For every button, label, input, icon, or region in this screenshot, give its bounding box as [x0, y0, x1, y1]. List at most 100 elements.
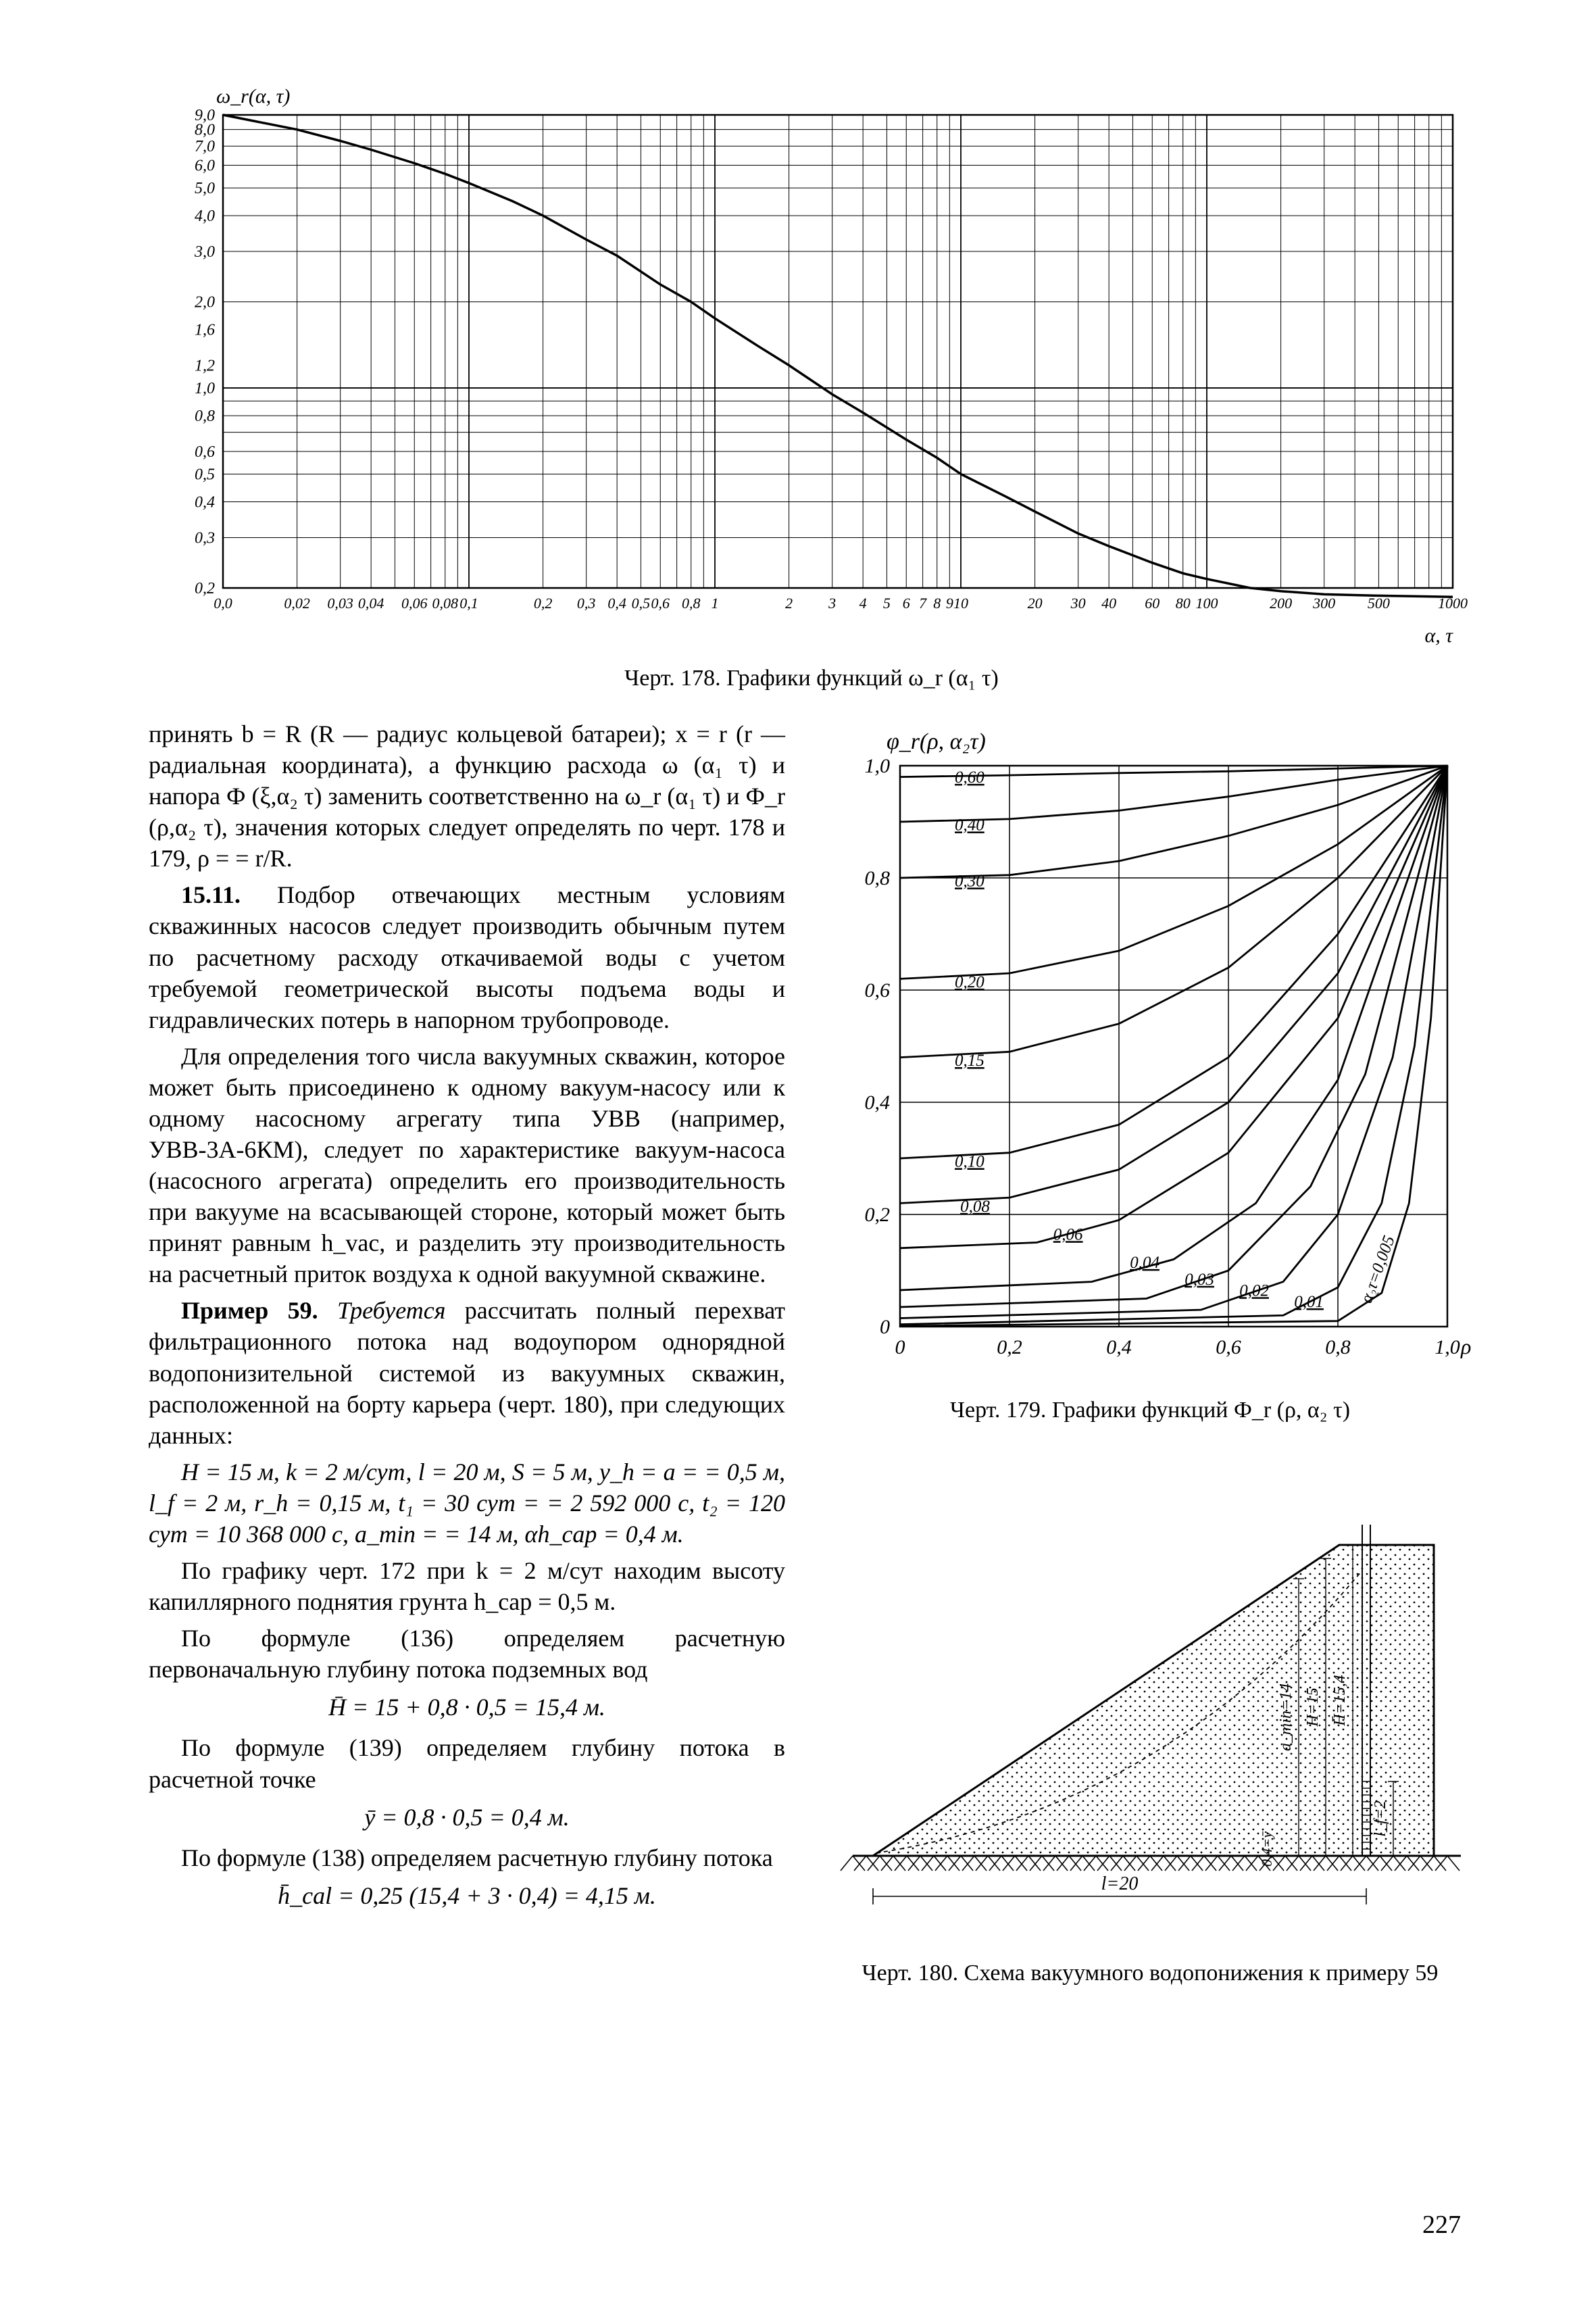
formula-2: ȳ = 0,8 · 0,5 = 0,4 м.: [149, 1802, 785, 1833]
svg-text:0,06: 0,06: [401, 595, 428, 612]
svg-text:0,15: 0,15: [955, 1052, 984, 1070]
svg-text:0,3: 0,3: [195, 529, 215, 547]
svg-text:0,08: 0,08: [960, 1198, 990, 1216]
svg-text:0,2: 0,2: [997, 1336, 1022, 1358]
svg-text:0,4: 0,4: [865, 1091, 891, 1114]
svg-text:0,02: 0,02: [284, 595, 310, 612]
svg-text:H̄=15,4: H̄=15,4: [1331, 1675, 1349, 1727]
formula-3: h̄_cal = 0,25 (15,4 + 3 · 0,4) = 4,15 м.: [149, 1880, 785, 1911]
svg-text:500: 500: [1368, 595, 1390, 612]
para-3: Для определения того числа вакуумных скв…: [149, 1041, 785, 1290]
svg-text:1,0: 1,0: [1435, 1336, 1460, 1358]
svg-text:0,4: 0,4: [195, 494, 215, 512]
formula-1: H̄ = 15 + 0,8 · 0,5 = 15,4 м.: [149, 1692, 785, 1723]
svg-text:0,02: 0,02: [1239, 1281, 1269, 1300]
svg-text:20: 20: [1028, 595, 1043, 612]
text-column: принять b = R (R — радиус кольцевой бата…: [149, 718, 785, 2013]
page: ω_r(α, τ)α, τ0,20,30,40,50,60,81,01,21,6…: [0, 0, 1596, 2314]
svg-text:0: 0: [880, 1316, 890, 1338]
para-2: 15.11. Подбор отвечающих местным условия…: [149, 879, 785, 1035]
svg-text:ω_r(α, τ): ω_r(α, τ): [216, 85, 290, 107]
svg-text:0,5: 0,5: [632, 595, 651, 612]
chart1-svg: ω_r(α, τ)α, τ0,20,30,40,50,60,81,01,21,6…: [149, 81, 1473, 649]
chart1-caption: Черт. 178. Графики функций ω_r (α₁ τ): [149, 666, 1474, 691]
svg-text:a_min=14: a_min=14: [1277, 1683, 1295, 1751]
svg-text:φ_r(ρ, α₂τ): φ_r(ρ, α₂τ): [887, 729, 986, 754]
para-6: По графику черт. 172 при k = 2 м/сут нах…: [149, 1555, 785, 1617]
svg-text:0,06: 0,06: [1053, 1225, 1083, 1244]
svg-text:7,0: 7,0: [195, 138, 215, 155]
svg-text:0,03: 0,03: [1184, 1271, 1214, 1289]
svg-text:0,20: 0,20: [955, 973, 984, 991]
svg-text:0,6: 0,6: [651, 595, 670, 612]
svg-text:0: 0: [895, 1336, 905, 1358]
svg-text:1,6: 1,6: [195, 322, 215, 339]
para-8: По формуле (139) определяем глубину пото…: [149, 1732, 785, 1794]
svg-text:0,1: 0,1: [459, 595, 478, 612]
svg-text:0,8: 0,8: [1325, 1336, 1351, 1358]
page-number: 227: [1422, 2210, 1461, 2240]
svg-text:5,0: 5,0: [195, 180, 215, 197]
svg-text:0,0: 0,0: [214, 595, 232, 612]
svg-text:0,6: 0,6: [1216, 1336, 1241, 1358]
svg-text:α₂τ=0,005: α₂τ=0,005: [1357, 1233, 1399, 1306]
svg-text:200: 200: [1270, 595, 1292, 612]
svg-text:30: 30: [1070, 595, 1086, 612]
svg-text:300: 300: [1312, 595, 1335, 612]
chart2-caption: Черт. 179. Графики функций Ф_r (ρ, α₂ τ): [826, 1398, 1474, 1423]
svg-text:H=15: H=15: [1304, 1688, 1322, 1727]
diagram3-caption: Черт. 180. Схема вакуумного водопонижени…: [826, 1961, 1474, 1986]
svg-text:0,5: 0,5: [195, 466, 215, 484]
para-7: По формуле (136) определяем расчетную пе…: [149, 1623, 785, 1685]
para-9: По формуле (138) определяем расчетную гл…: [149, 1842, 785, 1873]
right-column: φ_r(ρ, α₂τ)00,20,40,60,81,0ρ00,20,40,60,…: [826, 718, 1474, 2013]
svg-text:0,2: 0,2: [534, 595, 553, 612]
svg-text:1: 1: [712, 595, 719, 612]
svg-text:0,01: 0,01: [1294, 1293, 1324, 1311]
svg-text:0,4=ȳ: 0,4=ȳ: [1258, 1831, 1275, 1867]
svg-text:0,40: 0,40: [955, 816, 984, 834]
para-4: Пример 59. Требуется рассчитать полный п…: [149, 1295, 785, 1450]
para-5: H = 15 м, k = 2 м/сут, l = 20 м, S = 5 м…: [149, 1456, 785, 1550]
svg-text:0,60: 0,60: [955, 768, 984, 787]
svg-text:5: 5: [883, 595, 891, 612]
svg-text:4,0: 4,0: [195, 207, 215, 225]
svg-text:100: 100: [1196, 595, 1218, 612]
svg-text:0,4: 0,4: [1106, 1336, 1132, 1358]
svg-text:2,0: 2,0: [195, 294, 215, 312]
svg-text:7: 7: [919, 595, 927, 612]
svg-text:3,0: 3,0: [194, 243, 215, 261]
svg-text:0,03: 0,03: [327, 595, 353, 612]
svg-text:α, τ: α, τ: [1425, 624, 1454, 647]
svg-text:0,6: 0,6: [865, 979, 891, 1002]
svg-text:ρ: ρ: [1460, 1334, 1471, 1358]
svg-text:0,8: 0,8: [865, 867, 891, 889]
svg-text:l=20: l=20: [1101, 1873, 1139, 1894]
svg-text:6: 6: [903, 595, 910, 612]
svg-text:0,8: 0,8: [682, 595, 701, 612]
svg-text:0,04: 0,04: [1130, 1254, 1159, 1272]
svg-text:9,0: 9,0: [195, 107, 215, 124]
svg-text:40: 40: [1101, 595, 1116, 612]
svg-text:1,0: 1,0: [865, 755, 891, 777]
svg-text:l_f=2: l_f=2: [1372, 1800, 1389, 1837]
svg-text:1,0: 1,0: [195, 380, 215, 397]
svg-text:0,08: 0,08: [432, 595, 458, 612]
svg-text:0,04: 0,04: [358, 595, 384, 612]
svg-text:4: 4: [859, 595, 867, 612]
svg-text:0,6: 0,6: [195, 443, 215, 461]
svg-text:1,2: 1,2: [195, 358, 215, 375]
svg-text:0,3: 0,3: [577, 595, 596, 612]
svg-text:10: 10: [953, 595, 968, 612]
svg-text:9: 9: [946, 595, 953, 612]
para-1: принять b = R (R — радиус кольцевой бата…: [149, 718, 785, 874]
svg-text:0,2: 0,2: [195, 580, 215, 597]
chart1-container: ω_r(α, τ)α, τ0,20,30,40,50,60,81,01,21,6…: [149, 81, 1474, 691]
diagram3-svg: l=20 H=15 H̄=15,4 a_min=14 l_f=2 0,4=ȳ: [826, 1477, 1474, 1950]
svg-text:0,8: 0,8: [195, 408, 215, 425]
chart2-svg: φ_r(ρ, α₂τ)00,20,40,60,81,0ρ00,20,40,60,…: [826, 718, 1474, 1381]
svg-text:8: 8: [933, 595, 941, 612]
two-col: принять b = R (R — радиус кольцевой бата…: [149, 718, 1474, 2013]
svg-text:80: 80: [1176, 595, 1191, 612]
svg-text:0,4: 0,4: [607, 595, 626, 612]
